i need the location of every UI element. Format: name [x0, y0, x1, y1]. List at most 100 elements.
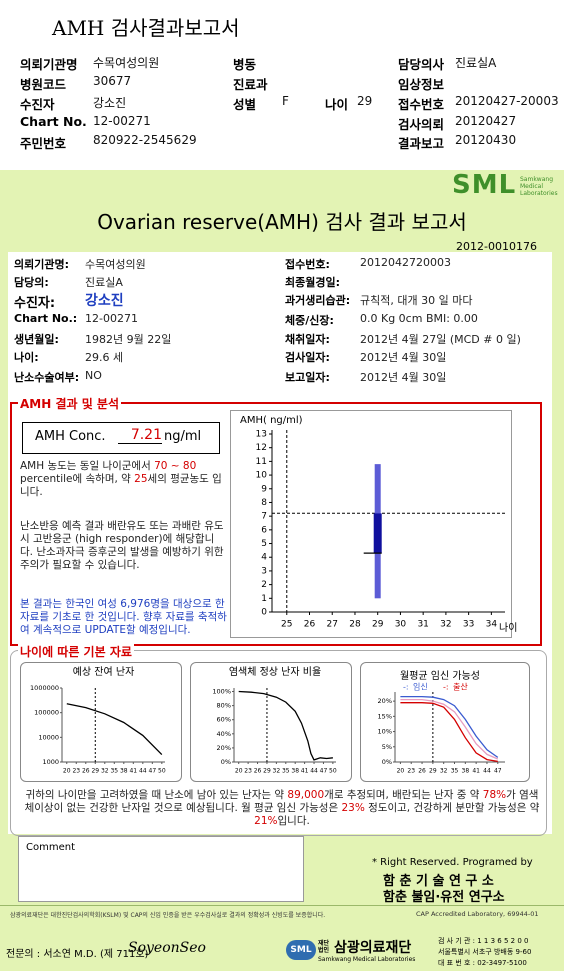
x-tick-label: 23	[72, 768, 80, 775]
legend-marker: -:	[403, 683, 409, 692]
patient-value: 29.6 세	[85, 351, 124, 364]
x-tick-label: 29	[263, 768, 271, 775]
text-segment: 세의 평균농도 입니다.	[20, 473, 222, 498]
report-number: 2012-0010176	[456, 240, 537, 253]
field-value: 29	[357, 94, 373, 108]
x-tick-label: 23	[244, 768, 252, 775]
comment-label: Comment	[26, 842, 75, 853]
y-tick-label: 12	[256, 443, 267, 453]
x-tick-label: 25	[281, 620, 292, 630]
patient-label: 최종월경일:	[285, 276, 340, 289]
footer-foundation: 삼광의료재단	[334, 940, 412, 956]
x-tick-label: 33	[463, 620, 474, 630]
conc-box	[22, 422, 220, 454]
x-tick-label: 32	[440, 768, 448, 775]
axis-label: AMH( ng/ml)	[240, 415, 303, 426]
x-tick-label: 44	[310, 768, 318, 775]
patient-value: 1982년 9월 22일	[85, 333, 172, 346]
footer-info: 대 표 번 호 : 02-3497-5100	[438, 959, 527, 967]
field-label: 검사의뢰	[398, 117, 445, 132]
conc-value: 7.21	[118, 427, 162, 444]
patient-label: 나이:	[14, 351, 39, 364]
y-tick-label: 20%	[378, 697, 392, 705]
y-tick-label: 100000	[34, 709, 59, 717]
field-label: 담당의사	[398, 57, 445, 72]
x-tick-label: 35	[282, 768, 290, 775]
brand-logo: SML	[452, 170, 517, 200]
field-label: 진료과	[233, 77, 268, 92]
field-label: 성별	[233, 97, 257, 112]
text-segment: AMH 농도는 동일 나이군에서	[20, 460, 155, 472]
y-tick-label: 5%	[382, 743, 392, 751]
y-tick-label: 8	[261, 498, 267, 508]
legend-label: 출산	[453, 682, 468, 692]
x-tick-label: 47	[494, 768, 502, 775]
field-label: 임상정보	[398, 77, 445, 92]
paragraph: 본 결과는 한국인 여성 6,976명을 대상으로 한 자료를 기초로 한 것입…	[20, 598, 230, 637]
field-label: 병동	[233, 57, 257, 72]
x-tick-label: 50	[329, 768, 337, 775]
footer-logo: SML	[286, 940, 316, 960]
text-segment: 개로 추정되며, 배란되는 난자 중 약	[324, 789, 483, 801]
y-tick-label: 9	[261, 484, 267, 494]
section-heading: 나이에 따른 기본 자료	[18, 643, 134, 660]
patient-label: 접수번호:	[285, 258, 330, 271]
series-line	[400, 702, 498, 763]
patient-value: 2012년 4월 27일 (MCD # 0 일)	[360, 333, 521, 346]
x-tick-label: 34	[486, 620, 498, 630]
field-label: 나이	[325, 97, 349, 112]
field-value: 20120427	[455, 114, 517, 128]
patient-value: 0.0 Kg 0cm BMI: 0.00	[360, 312, 478, 325]
y-tick-label: 15%	[378, 712, 392, 720]
y-tick-label: 60%	[217, 716, 231, 724]
y-tick-label: 20%	[217, 744, 231, 752]
mini-title: 염색체 정상 난자 비율	[229, 666, 321, 678]
x-tick-label: 20	[63, 768, 71, 775]
x-tick-label: 47	[149, 768, 157, 775]
field-value: F	[282, 94, 289, 108]
report-title: Ovarian reserve(AMH) 검사 결과 보고서	[97, 210, 467, 234]
field-label: 접수번호	[398, 97, 445, 112]
x-tick-label: 32	[440, 620, 451, 630]
text-segment: 70 ~ 80	[154, 460, 197, 472]
field-label: Chart No.	[20, 114, 87, 129]
text-segment: 23%	[341, 802, 365, 814]
patient-value: 강소진	[85, 293, 124, 309]
footer-note: 삼광의료재단은 대한진단검사의학회(KSLM) 및 CAP의 신임 인증을 받은…	[10, 912, 326, 919]
y-tick-label: 7	[261, 512, 267, 522]
x-tick-label: 32	[273, 768, 281, 775]
mini-frame	[190, 662, 352, 782]
x-tick-label: 28	[349, 620, 361, 630]
box	[373, 513, 382, 554]
x-tick-label: 38	[120, 768, 128, 775]
field-label: 의뢰기관명	[20, 57, 78, 72]
y-tick-label: 1000000	[30, 684, 59, 692]
series-line	[238, 690, 333, 761]
y-tick-label: 100%	[212, 688, 231, 696]
x-tick-label: 41	[301, 768, 309, 775]
text-segment: 정도이고, 건강하게 분만할 가능성은 약	[364, 802, 540, 814]
series-line	[400, 698, 499, 760]
paragraph: 귀하의 나이만을 고려하였을 때 난소에 남아 있는 난자는 약 89,000개…	[22, 789, 542, 828]
mini-title: 월평균 임신 가능성	[400, 669, 480, 682]
lab-name: 함 춘 기 술 연 구 소	[383, 874, 494, 889]
legend-label: 임신	[413, 683, 428, 692]
x-tick-label: 26	[254, 768, 262, 775]
text-segment: 귀하의 나이만을 고려하였을 때 난소에 남아 있는 난자는 약	[25, 789, 288, 801]
field-value: 30677	[93, 74, 132, 88]
y-tick-label: 40%	[217, 730, 231, 738]
brand-sub: Samkwang Medical Laboratories	[520, 176, 558, 197]
y-tick-label: 6	[261, 525, 267, 535]
y-tick-label: 2	[261, 580, 267, 590]
footer-foundation-tag: 재단법인	[318, 940, 330, 954]
white-panel	[8, 252, 552, 834]
patient-label: Chart No.:	[14, 312, 78, 325]
x-tick-label: 47	[320, 768, 328, 775]
patient-label: 과거생리습관:	[285, 294, 351, 307]
patient-label: 수진자:	[14, 296, 56, 311]
field-value: 진료실A	[455, 56, 497, 70]
field-value: 수목여성의원	[93, 56, 160, 70]
mini-frame	[20, 662, 182, 782]
